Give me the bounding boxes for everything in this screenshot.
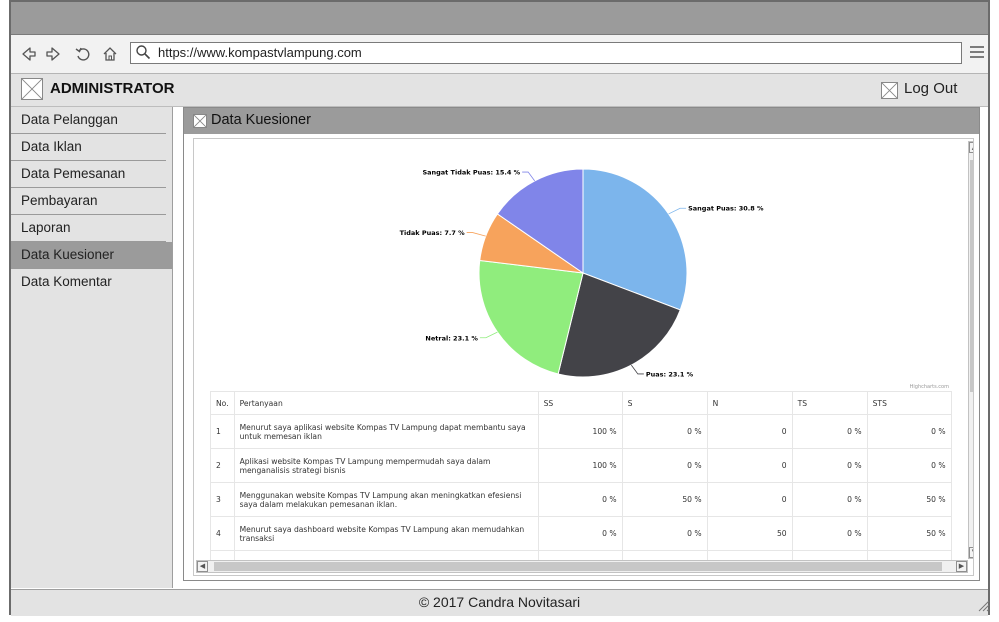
- address-bar[interactable]: https://www.kompastvlampung.com: [130, 42, 962, 64]
- scroll-right-icon[interactable]: ▶: [956, 561, 967, 572]
- reload-icon[interactable]: [73, 44, 93, 64]
- pie-label: Sangat Puas: 30.8 %: [688, 205, 764, 213]
- sidebar: Data Pelanggan Data Iklan Data Pemesanan…: [11, 107, 173, 588]
- sidebar-item-data-kuesioner[interactable]: Data Kuesioner: [11, 242, 172, 269]
- column-header-pertanyaan: Pertanyaan: [233, 391, 539, 415]
- footer: © 2017 Candra Novitasari: [11, 589, 990, 616]
- resize-grip-icon[interactable]: [976, 598, 990, 612]
- table-header-row: No. Pertanyaan SS S N TS STS: [210, 391, 952, 415]
- cell-ss: 0 %: [537, 516, 623, 551]
- pie-connector: [522, 171, 535, 182]
- table-row: 1 Menurut saya aplikasi website Kompas T…: [210, 414, 952, 449]
- cell-sts: 50 %: [866, 482, 952, 517]
- column-header-ss: SS: [537, 391, 623, 415]
- sidebar-item-data-iklan[interactable]: Data Iklan: [11, 134, 166, 161]
- app-header: ADMINISTRATOR Log Out: [11, 74, 988, 107]
- cell-ss: 100 %: [537, 414, 623, 449]
- horizontal-scrollbar[interactable]: ◀ ▶: [196, 560, 968, 573]
- sidebar-item-data-pelanggan[interactable]: Data Pelanggan: [11, 107, 166, 134]
- pie-label: Tidak Puas: 7.7 %: [400, 229, 466, 237]
- cell-ss: 100 %: [537, 448, 623, 483]
- cell-ts: 0 %: [791, 448, 868, 483]
- sidebar-item-laporan[interactable]: Laporan: [11, 215, 166, 242]
- main-panel: Data Kuesioner Sangat Puas: 30.8 % Puas: …: [183, 107, 980, 581]
- pie-chart: Sangat Puas: 30.8 % Puas: 23.1 % Netral: 2…: [400, 168, 949, 390]
- kuesioner-table: No. Pertanyaan SS S N TS STS 1 Menurut s…: [210, 391, 952, 564]
- logout-image-icon[interactable]: [881, 82, 898, 99]
- cell-ts: 0 %: [791, 414, 868, 449]
- browser-window: https://www.kompastvlampung.com ADMINIST…: [9, 0, 990, 616]
- pie-label: Netral: 23.1 %: [425, 334, 478, 342]
- panel-header: Data Kuesioner: [184, 108, 979, 134]
- panel-image-icon: [193, 114, 207, 128]
- app-title: ADMINISTRATOR: [50, 80, 175, 97]
- browser-toolbar: https://www.kompastvlampung.com: [11, 35, 988, 74]
- column-header-ts: TS: [791, 391, 868, 415]
- scroll-up-icon[interactable]: ▲: [969, 142, 973, 153]
- vertical-scroll-thumb[interactable]: [970, 160, 973, 392]
- cell-pertanyaan: Menurut saya aplikasi website Kompas TV …: [233, 414, 539, 449]
- pie-connector: [668, 207, 687, 215]
- table-row: 3 Menggunakan website Kompas TV Lampung …: [210, 482, 952, 517]
- table-row: 4 Menurut saya dashboard website Kompas …: [210, 516, 952, 551]
- forward-icon[interactable]: [43, 44, 63, 64]
- pie-slice[interactable]: [496, 168, 584, 274]
- pie-label: Sangat Tidak Puas: 15.4 %: [422, 169, 520, 177]
- cell-pertanyaan: Menurut saya dashboard website Kompas TV…: [233, 516, 539, 551]
- cell-n: 0: [706, 448, 793, 483]
- sidebar-item-data-pemesanan[interactable]: Data Pemesanan: [11, 161, 166, 188]
- home-icon[interactable]: [100, 44, 120, 64]
- cell-sts: 50 %: [866, 516, 952, 551]
- cell-sts: 0 %: [866, 448, 952, 483]
- cell-sts: 0 %: [866, 414, 952, 449]
- search-icon: [135, 44, 151, 64]
- pie-connector: [479, 331, 498, 339]
- logout-link[interactable]: Log Out: [904, 80, 958, 97]
- copyright-text: © 2017 Candra Novitasari: [418, 594, 581, 610]
- pie-label: Puas: 23.1 %: [646, 370, 694, 378]
- url-text: https://www.kompastvlampung.com: [158, 45, 362, 60]
- cell-n: 0: [706, 482, 793, 517]
- cell-pertanyaan: Aplikasi website Kompas TV Lampung mempe…: [233, 448, 539, 483]
- column-header-no: No.: [210, 391, 235, 415]
- logo-image-icon: [21, 78, 43, 100]
- cell-ts: 0 %: [791, 482, 868, 517]
- menu-icon[interactable]: [968, 44, 986, 64]
- column-header-sts: STS: [866, 391, 952, 415]
- sidebar-item-data-komentar[interactable]: Data Komentar: [21, 274, 112, 289]
- cell-ts: 0 %: [791, 516, 868, 551]
- column-header-s: S: [621, 391, 708, 415]
- kuesioner-scroll-area[interactable]: Sangat Puas: 30.8 % Puas: 23.1 % Netral: 2…: [193, 138, 974, 576]
- pie-connector: [631, 364, 644, 375]
- horizontal-scroll-thumb[interactable]: [214, 562, 942, 571]
- cell-s: 50 %: [621, 482, 708, 517]
- cell-n: 50: [706, 516, 793, 551]
- back-icon[interactable]: [19, 44, 39, 64]
- scroll-left-icon[interactable]: ◀: [197, 561, 208, 572]
- cell-s: 0 %: [621, 516, 708, 551]
- window-titlebar: [11, 2, 988, 35]
- sidebar-item-pembayaran[interactable]: Pembayaran: [11, 188, 166, 215]
- scroll-down-icon[interactable]: ▼: [969, 547, 973, 558]
- vertical-scrollbar[interactable]: ▲ ▼: [968, 141, 973, 559]
- chart-credit: Highcharts.com: [910, 384, 949, 390]
- panel-title: Data Kuesioner: [211, 112, 311, 128]
- cell-no: 1: [210, 414, 235, 449]
- cell-pertanyaan: Menggunakan website Kompas TV Lampung ak…: [233, 482, 539, 517]
- pie-connector: [466, 232, 486, 237]
- cell-no: 2: [210, 448, 235, 483]
- cell-n: 0: [706, 414, 793, 449]
- cell-ss: 0 %: [537, 482, 623, 517]
- column-header-n: N: [706, 391, 793, 415]
- table-row: 2 Aplikasi website Kompas TV Lampung mem…: [210, 448, 952, 483]
- cell-no: 4: [210, 516, 235, 551]
- cell-no: 3: [210, 482, 235, 517]
- cell-s: 0 %: [621, 448, 708, 483]
- cell-s: 0 %: [621, 414, 708, 449]
